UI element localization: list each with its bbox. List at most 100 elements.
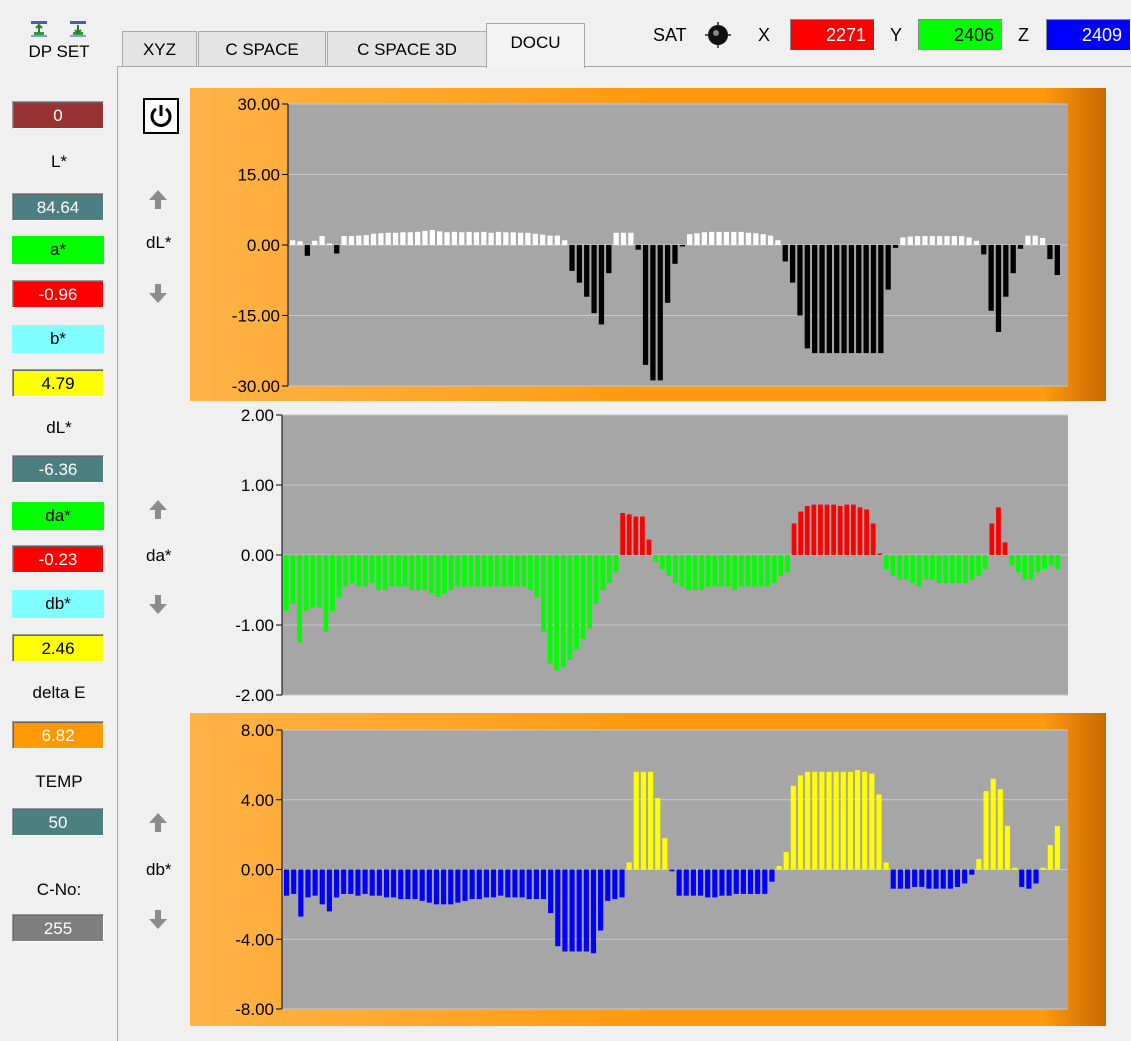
dl-bar xyxy=(664,245,671,303)
dl-down-arrow-icon[interactable] xyxy=(146,281,170,305)
db-bar xyxy=(648,771,654,870)
db-bar xyxy=(969,869,975,875)
da-bar xyxy=(402,555,408,587)
dl-up-arrow-icon[interactable] xyxy=(146,188,170,212)
db-bar xyxy=(990,778,996,870)
dl-bar xyxy=(532,233,538,245)
db-bar xyxy=(726,869,732,896)
da-bar xyxy=(620,513,626,555)
da-bar xyxy=(336,555,342,597)
da-bar xyxy=(330,555,335,611)
dl-bar xyxy=(944,236,950,245)
db-bar xyxy=(897,869,903,889)
da-bar xyxy=(382,555,388,590)
dl-bar xyxy=(444,232,450,245)
da-up-arrow-icon[interactable] xyxy=(146,498,170,522)
temp-value: 50 xyxy=(12,808,104,836)
da-bar xyxy=(870,523,876,555)
db-bar xyxy=(769,869,775,882)
dl-bar xyxy=(554,235,560,245)
docu-panel xyxy=(117,66,1131,1041)
da-bar xyxy=(422,555,428,590)
da-bar xyxy=(475,555,480,587)
da-bar xyxy=(943,555,949,583)
db-bar xyxy=(490,869,497,898)
db-bar xyxy=(1033,869,1039,884)
db-tick-label: 0.00 xyxy=(241,861,274,880)
dl-bar xyxy=(429,229,435,245)
tab-xyz[interactable]: XYZ xyxy=(122,31,197,67)
tab-c-space-3d[interactable]: C SPACE 3D xyxy=(327,31,487,67)
export-icon[interactable] xyxy=(69,20,87,38)
da-bar xyxy=(1009,555,1015,566)
da-bar xyxy=(673,555,678,583)
tab-c-space[interactable]: C SPACE xyxy=(198,31,326,67)
db-bar xyxy=(448,869,454,905)
da-bar xyxy=(613,555,619,573)
dl-bar xyxy=(517,232,524,245)
temp-label: TEMP xyxy=(35,772,83,791)
da-bar xyxy=(389,555,395,587)
db-bar xyxy=(940,869,946,889)
da-tick-label: 1.00 xyxy=(241,476,274,495)
db-bar xyxy=(355,869,361,896)
da-bar xyxy=(1035,555,1041,573)
tab-docu[interactable]: DOCU xyxy=(486,23,585,68)
dl-bar xyxy=(878,245,884,354)
dl-bar xyxy=(348,236,355,245)
dl-bar xyxy=(414,231,421,245)
db-bar xyxy=(962,869,968,884)
da-bar xyxy=(831,504,836,555)
da-bar xyxy=(844,504,850,555)
da-bar xyxy=(910,555,916,583)
dl-bar xyxy=(731,231,737,245)
dl-bar xyxy=(363,235,369,245)
dp-set-value[interactable]: 0 xyxy=(12,101,104,129)
dl-bar xyxy=(856,245,862,354)
dl-tick-label: 15.00 xyxy=(237,166,280,185)
dl-bar xyxy=(848,245,855,354)
import-icon[interactable] xyxy=(30,20,48,38)
dl-bar xyxy=(892,245,899,248)
db-bar xyxy=(712,869,718,898)
da-bar xyxy=(567,555,573,660)
dl-bar xyxy=(642,245,649,365)
da-bar xyxy=(297,555,302,643)
db-bar xyxy=(576,869,582,952)
da-bar xyxy=(982,555,988,569)
da-bar xyxy=(481,555,487,587)
da-bar xyxy=(949,555,955,583)
db-bar xyxy=(805,771,811,870)
dl-bar xyxy=(973,240,980,245)
da-bar xyxy=(1055,555,1061,569)
da-bar xyxy=(778,555,784,576)
da-bar xyxy=(897,555,902,580)
db-up-arrow-icon[interactable] xyxy=(146,811,170,835)
db-bar xyxy=(797,775,804,870)
db-bar xyxy=(319,869,325,905)
db-bar xyxy=(1019,869,1025,887)
dl-bar xyxy=(385,232,391,245)
db-bar xyxy=(819,771,825,870)
da-bar xyxy=(633,516,639,555)
sat-knob-icon[interactable] xyxy=(705,22,731,48)
da-tick-label: -1.00 xyxy=(235,616,274,635)
da-bar xyxy=(923,555,929,580)
da-bar xyxy=(508,555,513,587)
db-bar xyxy=(890,869,896,889)
da-bar xyxy=(719,555,724,587)
da-bar xyxy=(640,516,645,555)
db-star-value: 2.46 xyxy=(12,634,104,662)
db-bar xyxy=(997,789,1003,870)
da-bar xyxy=(501,555,507,587)
db-bar xyxy=(619,869,625,898)
power-button[interactable] xyxy=(143,98,179,134)
da-bar xyxy=(1042,555,1047,569)
dl-bar xyxy=(701,232,708,245)
db-down-arrow-icon[interactable] xyxy=(146,907,170,931)
da-bar xyxy=(534,555,540,597)
dl-bar xyxy=(797,245,803,316)
db-bar xyxy=(505,869,511,898)
dl-bar xyxy=(767,235,774,245)
da-down-arrow-icon[interactable] xyxy=(146,592,170,616)
